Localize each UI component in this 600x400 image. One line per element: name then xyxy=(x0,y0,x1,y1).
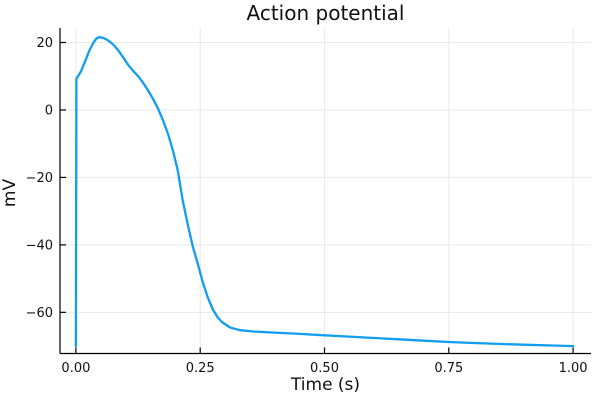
x-tick-label: 0.00 xyxy=(61,361,90,376)
x-tick-label: 0.25 xyxy=(186,361,215,376)
x-axis-label: Time (s) xyxy=(290,375,361,395)
y-tick-label: −60 xyxy=(26,306,53,321)
chart-title: Action potential xyxy=(246,1,405,25)
series-line-membrane-potential xyxy=(74,35,575,348)
x-tick-label: 1.00 xyxy=(559,361,588,376)
x-tick-label: 0.50 xyxy=(310,361,339,376)
y-tick-label: −20 xyxy=(26,171,53,186)
y-tick-label: 20 xyxy=(36,36,53,51)
x-tick-label: 0.75 xyxy=(434,361,463,376)
y-tick-label: 0 xyxy=(45,103,53,118)
y-tick-label: −40 xyxy=(26,238,53,253)
